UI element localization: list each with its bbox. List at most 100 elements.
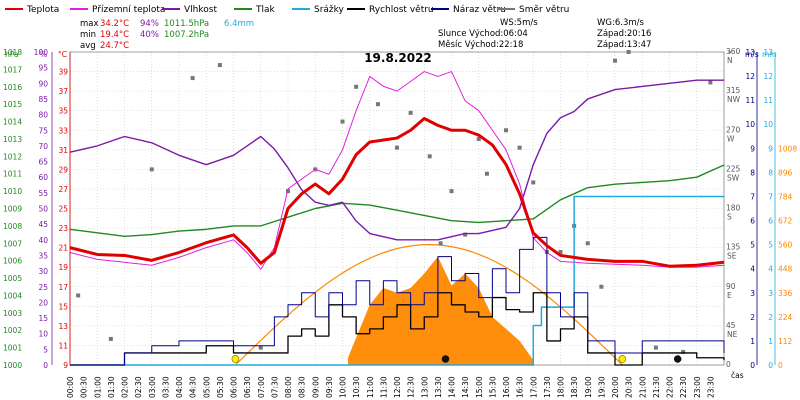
legend-label: Směr větru	[519, 5, 569, 15]
tick-deg: 315	[726, 86, 741, 95]
wind-direction-point	[258, 345, 263, 350]
legend-label: Přízemní teplota	[92, 5, 165, 15]
wind-direction-point	[354, 84, 359, 89]
wind-direction-point	[585, 241, 590, 246]
wind-direction-point	[626, 50, 631, 54]
tick-time: 13:30	[434, 376, 443, 398]
tick-c: 11	[58, 341, 68, 350]
tick-time: 17:30	[543, 376, 552, 398]
wind-direction-point	[681, 349, 686, 354]
tick-hpa: 1011	[3, 170, 22, 179]
tick-pct: 60	[38, 173, 48, 182]
tick-time: 05:30	[216, 376, 225, 398]
tick-time: 05:00	[202, 376, 211, 398]
temperature-line	[69, 117, 725, 268]
humidity-line	[69, 79, 724, 241]
wind-direction-point	[395, 145, 399, 150]
wind-gust-line	[70, 236, 725, 366]
tick-hpa: 1004	[3, 291, 22, 300]
tick-time: 20:00	[611, 376, 620, 398]
tick-time: 16:30	[516, 376, 525, 398]
tick-time: 07:00	[257, 376, 266, 398]
stat-avg-temp: 24.7°C	[100, 41, 129, 51]
tick-deg: 270	[726, 125, 741, 134]
tick-ms: 5	[750, 241, 755, 250]
stat-max-rain: 6.4mm	[224, 19, 254, 29]
tick-hpa: 1007	[3, 239, 22, 248]
rain-line	[70, 195, 724, 366]
tick-ms: 6	[750, 217, 755, 226]
tick-mm: 224	[778, 313, 793, 322]
stats-panel: max 34.2°C 94% 1011.5hPa 6.4mm min 19.4°…	[80, 18, 651, 51]
stat-avg-label: avg	[80, 41, 96, 51]
tick-hpa: 1013	[3, 135, 22, 144]
tick-c: 17	[58, 283, 68, 292]
stat-min-hum: 40%	[140, 30, 159, 40]
tick-time: 15:30	[488, 376, 497, 398]
tick-mm: 784	[778, 192, 793, 201]
tick-time: 17:00	[529, 376, 538, 398]
sunrise-marker	[231, 355, 240, 363]
stat-max-press: 1011.5hPa	[164, 19, 209, 29]
tick-mm-left: 5	[768, 241, 773, 250]
wind-direction-point	[463, 232, 468, 237]
chart-title: 19.8.2022	[364, 51, 432, 65]
stat-moon-rise: Měsíc Východ:22:18	[438, 40, 523, 50]
tick-time: 03:30	[161, 376, 170, 398]
tick-c: 27	[58, 185, 68, 194]
tick-mm-left: 1	[768, 337, 773, 346]
tick-c: 21	[58, 244, 68, 253]
tick-ms: 8	[750, 168, 755, 177]
tick-time: 11:30	[379, 376, 388, 398]
tick-time: 19:00	[584, 376, 593, 398]
tick-mm: 112	[778, 337, 793, 346]
tick-pct: 15	[38, 314, 48, 323]
tick-time: 03:00	[148, 376, 157, 398]
wind-direction-point	[149, 167, 154, 172]
tick-cardinal: W	[727, 134, 735, 143]
tick-time: 10:00	[339, 376, 348, 398]
axis-title-deg: °	[728, 50, 732, 59]
axis-title-mm: mm	[762, 50, 777, 59]
stat-wg: WG:6.3m/s	[597, 18, 645, 28]
tick-ms: 7	[750, 192, 755, 201]
wind-direction-point	[340, 119, 345, 124]
tick-hpa: 1008	[3, 222, 22, 231]
tick-cardinal: N	[727, 56, 733, 65]
moonset-marker	[441, 355, 450, 363]
tick-cardinal: NE	[727, 330, 738, 339]
tick-hpa: 1001	[3, 344, 22, 353]
wind-speed-line	[70, 292, 725, 366]
tick-hpa: 1017	[3, 65, 22, 74]
tick-time: 22:00	[666, 376, 675, 398]
tick-pct: 90	[38, 79, 48, 88]
tick-time: 18:00	[557, 376, 566, 398]
tick-ms: 4	[750, 265, 755, 274]
moonrise-marker	[673, 355, 682, 363]
tick-deg: 225	[726, 164, 741, 173]
tick-ms: 2	[750, 313, 755, 322]
tick-pct: 65	[38, 158, 48, 167]
wind-direction-point	[408, 110, 413, 115]
tick-time: 22:30	[679, 376, 688, 398]
tick-hpa: 1010	[3, 187, 22, 196]
stat-ws: WS:5m/s	[500, 18, 538, 28]
tick-mm-left: 6	[768, 217, 773, 226]
tick-pct: 70	[38, 142, 48, 151]
tick-mm: 560	[778, 241, 793, 250]
wind-direction-point	[427, 154, 432, 159]
wind-direction-point	[599, 284, 604, 289]
tick-deg: 45	[726, 321, 736, 330]
tick-c: 39	[58, 68, 68, 77]
tick-ms: 10	[745, 120, 755, 129]
tick-pct: 20	[38, 298, 48, 307]
tick-pct: 10	[38, 330, 48, 339]
tick-deg: 135	[726, 243, 741, 252]
legend-label: Srážky	[314, 5, 345, 15]
tick-deg: 360	[726, 47, 741, 56]
tick-pct: 30	[38, 267, 48, 276]
tick-c: 15	[58, 302, 68, 311]
tick-hpa: 1016	[3, 83, 22, 92]
tick-pct: 55	[38, 189, 48, 198]
sunset-marker	[618, 355, 627, 363]
